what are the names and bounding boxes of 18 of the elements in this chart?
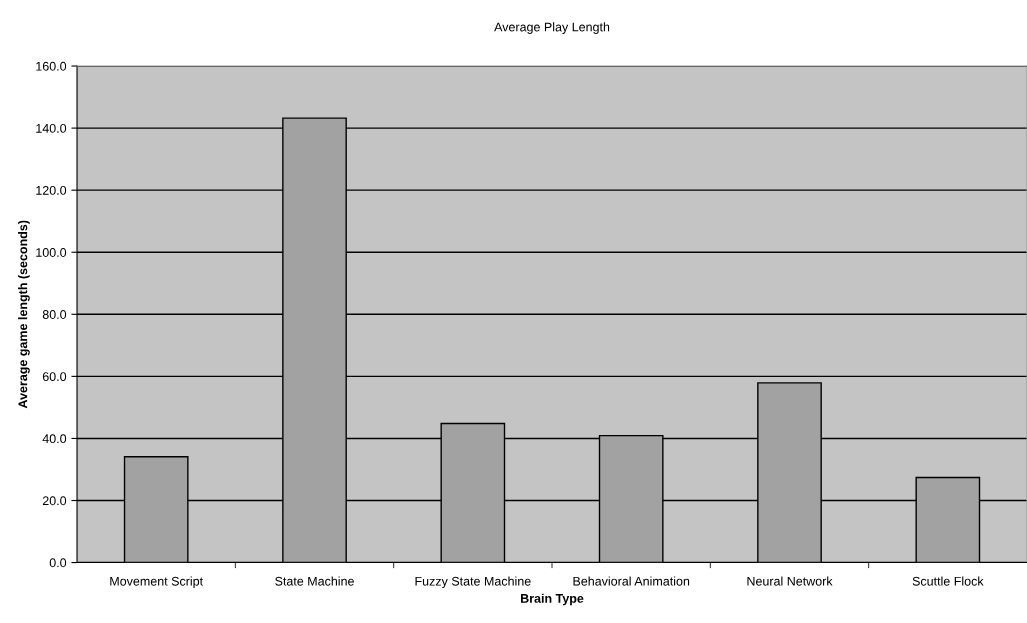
- x-tick-label: Movement Script: [110, 576, 203, 589]
- x-tick-label: Scuttle Flock: [912, 576, 984, 586]
- y-tick-label: 60.0: [42, 372, 67, 382]
- x-axis-title: Brain Type: [521, 593, 584, 606]
- x-tick-label: Behavioral Animation: [573, 576, 690, 586]
- chart-title: Average Play Length: [494, 22, 610, 34]
- y-tick-label: 120.0: [36, 185, 67, 195]
- y-tick-label: 80.0: [42, 310, 67, 319]
- y-tick-label: 0.0: [49, 558, 67, 568]
- y-tick-label: 140.0: [36, 123, 67, 133]
- y-tick-label: 20.0: [42, 496, 67, 506]
- y-axis-title: Average game length (seconds): [18, 220, 30, 409]
- y-tick-label: 160.0: [36, 61, 67, 71]
- y-tick-label: 100.0: [36, 248, 67, 257]
- x-tick-label: State Machine: [275, 576, 354, 586]
- x-tick-label: Neural Network: [747, 576, 833, 586]
- x-tick-label: Fuzzy State Machine: [415, 576, 531, 589]
- y-tick-label: 40.0: [42, 434, 67, 444]
